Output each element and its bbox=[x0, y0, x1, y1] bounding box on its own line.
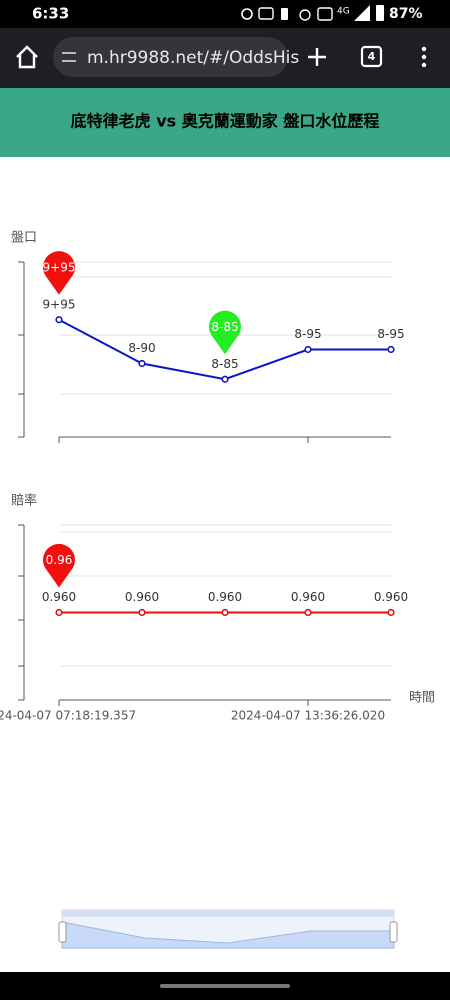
tab-count: 4 bbox=[368, 50, 376, 63]
data-label: 0.960 bbox=[42, 590, 76, 604]
site-info-icon bbox=[62, 52, 76, 62]
chart2-frame bbox=[59, 524, 391, 667]
chart1-axes bbox=[18, 261, 391, 443]
data-label: 8-90 bbox=[128, 341, 155, 355]
x-axis-label: 時間 bbox=[409, 691, 435, 706]
zoom-slider[interactable] bbox=[58, 909, 398, 949]
status-icons: 4G bbox=[241, 5, 384, 21]
data-point bbox=[138, 608, 146, 617]
data-point bbox=[304, 345, 312, 354]
x-tick-label: 2024-04-07 13:36:26.020 bbox=[231, 709, 385, 723]
battery-level: 87% bbox=[389, 6, 423, 22]
data-label: 0.960 bbox=[291, 590, 325, 604]
data-label: 8-95 bbox=[294, 327, 321, 341]
marker-pin bbox=[43, 543, 75, 588]
new-tab-button[interactable] bbox=[308, 48, 326, 66]
data-point bbox=[55, 608, 63, 617]
home-button[interactable] bbox=[16, 45, 38, 69]
data-point bbox=[387, 345, 395, 354]
y-axis-label: 盤口 bbox=[11, 231, 37, 246]
page-title: 底特律老虎 vs 奧克蘭運動家 盤口水位歷程 bbox=[71, 112, 380, 131]
marker-label: 0.96 bbox=[46, 553, 73, 567]
url-text: m.hr9988.net/#/OddsHis bbox=[87, 48, 299, 68]
nav-handle bbox=[160, 984, 290, 988]
content bbox=[0, 157, 450, 972]
x-tick-label: 2024-04-07 07:18:19.357 bbox=[0, 709, 136, 723]
chart2-axes bbox=[18, 524, 391, 706]
data-point bbox=[304, 608, 312, 617]
data-label: 0.960 bbox=[208, 590, 242, 604]
data-point bbox=[387, 608, 395, 617]
menu-button[interactable] bbox=[421, 46, 427, 68]
data-point bbox=[55, 316, 63, 324]
data-point bbox=[221, 375, 229, 383]
marker-label: 9+95 bbox=[43, 260, 76, 274]
data-point bbox=[138, 359, 146, 368]
data-label: 0.960 bbox=[374, 590, 408, 604]
marker-pin bbox=[209, 310, 241, 355]
data-label: 8-85 bbox=[211, 357, 238, 371]
url-bar[interactable] bbox=[53, 37, 288, 77]
data-label: 8-95 bbox=[377, 327, 404, 341]
data-label: 0.960 bbox=[125, 590, 159, 604]
data-label: 9+95 bbox=[43, 297, 76, 311]
tabs-button[interactable] bbox=[360, 45, 383, 68]
marker-label: 8-85 bbox=[211, 320, 238, 334]
page-header bbox=[0, 88, 450, 157]
marker-pin bbox=[43, 251, 75, 295]
status-time: 6:33 bbox=[32, 5, 69, 23]
data-point bbox=[221, 608, 229, 617]
svg-text:4G: 4G bbox=[337, 7, 350, 17]
y-axis-label: 賠率 bbox=[11, 493, 37, 509]
status-bar bbox=[0, 0, 450, 28]
